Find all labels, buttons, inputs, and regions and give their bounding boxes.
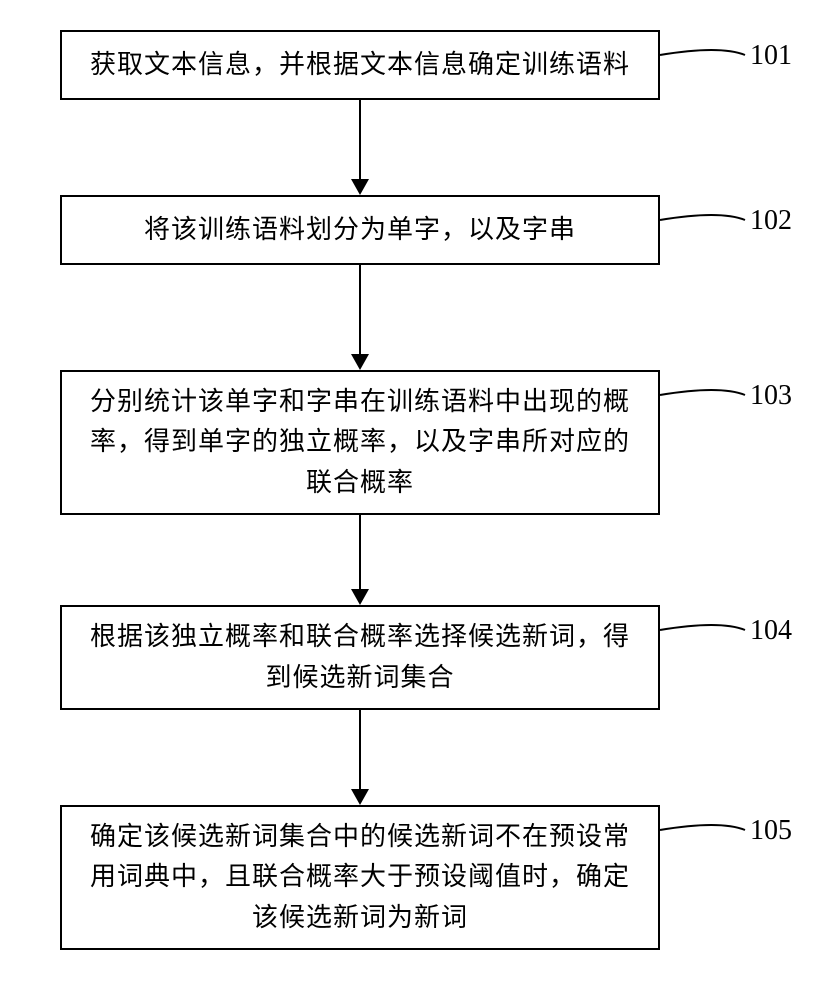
arrow-head-icon — [351, 789, 369, 805]
arrow-line — [359, 710, 361, 789]
arrow-line — [359, 100, 361, 179]
leader-lines — [0, 0, 826, 1000]
arrow-head-icon — [351, 179, 369, 195]
arrow-line — [359, 265, 361, 354]
arrow-head-icon — [351, 589, 369, 605]
arrow-head-icon — [351, 354, 369, 370]
flowchart-canvas: 获取文本信息，并根据文本信息确定训练语料 将该训练语料划分为单字，以及字串 分别… — [0, 0, 826, 1000]
arrow-line — [359, 515, 361, 589]
